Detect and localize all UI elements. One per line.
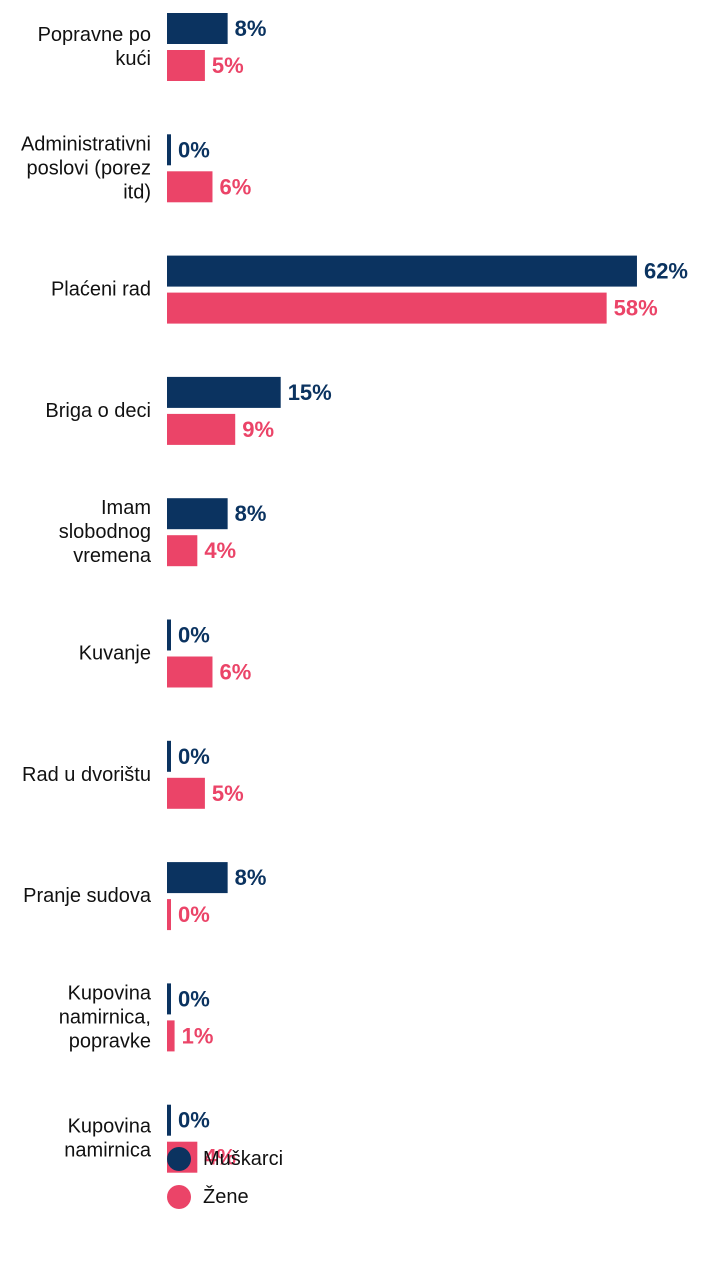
bar-men bbox=[167, 255, 637, 287]
value-label-men: 8% bbox=[235, 865, 267, 890]
bar-men bbox=[167, 862, 228, 894]
category-label-line: vremena bbox=[73, 545, 152, 567]
value-label-men: 0% bbox=[178, 137, 210, 162]
value-label-men: 0% bbox=[178, 986, 210, 1011]
bar-women bbox=[167, 535, 198, 567]
bar-men bbox=[167, 376, 281, 408]
category-label: Rad u dvorištu bbox=[22, 764, 151, 786]
category-label-line: Pranje sudova bbox=[23, 885, 152, 907]
category-label: Briga o deci bbox=[45, 400, 151, 422]
category-label: Kupovina namirnica, popravke bbox=[59, 982, 152, 1052]
category-label-line: Kupovina bbox=[68, 1116, 152, 1138]
value-label-men: 0% bbox=[178, 744, 210, 769]
value-label-women: 5% bbox=[212, 781, 244, 806]
value-label-men: 15% bbox=[288, 380, 332, 405]
value-label-women: 9% bbox=[242, 417, 274, 442]
legend-swatch-women bbox=[167, 1185, 191, 1209]
bar-women bbox=[167, 413, 236, 445]
category-label-line: namirnica bbox=[64, 1140, 152, 1162]
category-label-line: Briga o deci bbox=[45, 400, 151, 422]
category-label: Plaćeni rad bbox=[51, 279, 151, 301]
value-label-women: 4% bbox=[204, 1145, 236, 1170]
value-label-women: 6% bbox=[219, 174, 251, 199]
category-label-line: Kuvanje bbox=[79, 643, 151, 665]
category-label-line: slobodnog bbox=[59, 521, 151, 543]
bar-women bbox=[167, 292, 607, 324]
category-label-line: Administrativni bbox=[21, 133, 151, 155]
category-label-line: Rad u dvorištu bbox=[22, 764, 151, 786]
bar-men bbox=[167, 740, 171, 772]
bar-men bbox=[167, 619, 171, 651]
value-label-women: 1% bbox=[182, 1023, 214, 1048]
category-label-line: Imam bbox=[101, 497, 151, 519]
bar-women bbox=[167, 656, 213, 688]
bar-women bbox=[167, 171, 213, 203]
value-label-women: 0% bbox=[178, 902, 210, 927]
category-label-line: Popravne po bbox=[38, 24, 151, 46]
bar-women bbox=[167, 1020, 175, 1052]
value-label-men: 8% bbox=[235, 16, 267, 41]
category-label-line: popravke bbox=[69, 1030, 151, 1052]
value-label-women: 5% bbox=[212, 53, 244, 78]
legend-item-women: Žene bbox=[167, 1178, 283, 1216]
category-label: Imam slobodnog vremena bbox=[59, 497, 152, 567]
bar-women bbox=[167, 50, 205, 81]
bar-men bbox=[167, 134, 171, 166]
bar-men bbox=[167, 983, 171, 1015]
category-label: Popravne po kući bbox=[38, 24, 151, 70]
value-label-men: 8% bbox=[235, 501, 267, 526]
category-label: Administrativni poslovi (porez itd) bbox=[21, 133, 151, 203]
value-label-men: 0% bbox=[178, 1108, 210, 1133]
category-label: Kupovina namirnica bbox=[64, 1116, 152, 1162]
category-label-line: Plaćeni rad bbox=[51, 279, 151, 301]
legend-label-women: Žene bbox=[203, 1185, 249, 1208]
legend-item-men: Muškarci bbox=[167, 1140, 283, 1178]
value-label-women: 4% bbox=[204, 538, 236, 563]
legend: Muškarci Žene bbox=[167, 1140, 283, 1216]
category-label-line: kući bbox=[115, 48, 151, 70]
legend-swatch-men bbox=[167, 1147, 191, 1171]
value-label-women: 6% bbox=[219, 660, 251, 685]
category-label-line: itd) bbox=[123, 181, 151, 203]
bar-men bbox=[167, 498, 228, 530]
bar-women bbox=[167, 899, 171, 931]
category-label: Pranje sudova bbox=[23, 885, 152, 907]
category-label-line: Kupovina bbox=[68, 982, 152, 1004]
value-label-women: 58% bbox=[614, 296, 658, 321]
value-label-men: 0% bbox=[178, 623, 210, 648]
bar-men bbox=[167, 13, 228, 44]
category-label-line: namirnica, bbox=[59, 1006, 151, 1028]
category-label: Kuvanje bbox=[79, 643, 151, 665]
category-label-line: poslovi (porez bbox=[26, 157, 151, 179]
legend-label-men: Muškarci bbox=[203, 1147, 284, 1170]
bar-women bbox=[167, 777, 205, 809]
bar-men bbox=[167, 1104, 171, 1136]
value-label-men: 62% bbox=[644, 259, 688, 284]
